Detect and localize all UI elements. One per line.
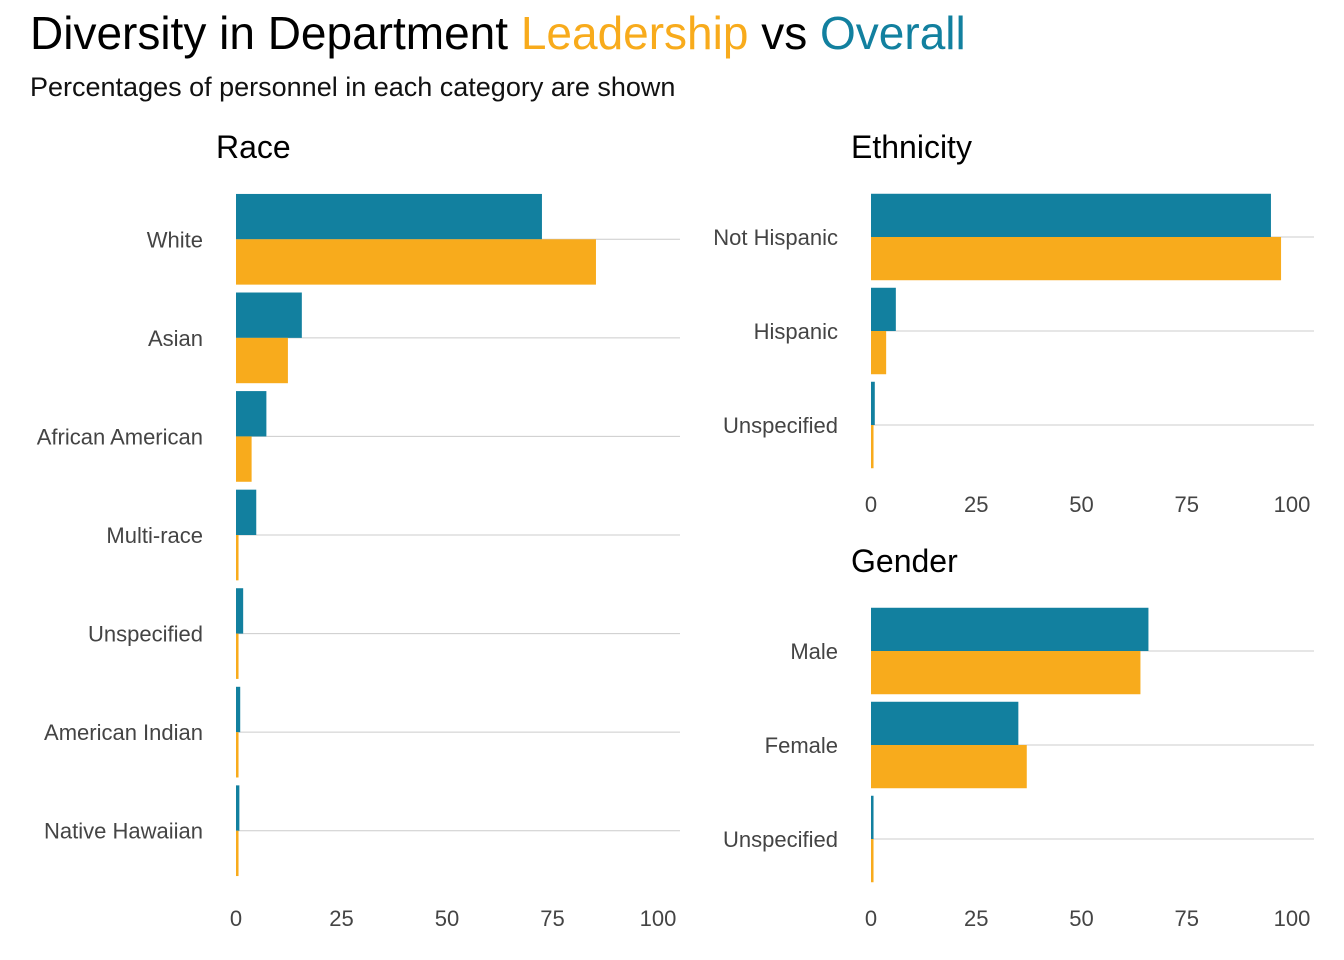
race-bar-leadership <box>236 732 239 778</box>
gender-category-label: Unspecified <box>723 827 838 852</box>
ethnicity-x-tick-label: 100 <box>1274 492 1311 517</box>
chart-title: Diversity in Department Leadership vs Ov… <box>30 6 966 60</box>
race-bar-overall <box>236 588 244 634</box>
race-x-tick-label: 50 <box>435 906 459 931</box>
gender-bar-leadership <box>871 651 1141 695</box>
title-overall: Overall <box>820 7 966 59</box>
ethnicity-bar-leadership <box>871 425 874 469</box>
ethnicity-bar-overall <box>871 381 875 425</box>
race-bar-leadership <box>236 830 239 877</box>
chart-subtitle: Percentages of personnel in each categor… <box>30 72 676 102</box>
ethnicity-panel-title: Ethnicity <box>851 129 972 165</box>
race-bar-overall <box>236 785 240 831</box>
gender-x-tick-label: 75 <box>1175 906 1199 931</box>
gender-x-tick-label: 100 <box>1274 906 1311 931</box>
race-category-label: Native Hawaiian <box>44 819 203 844</box>
race-bar-overall <box>236 391 267 437</box>
race-bar-overall <box>236 193 542 240</box>
race-panel-title: Race <box>216 129 291 165</box>
ethnicity-x-tick-label: 0 <box>865 492 877 517</box>
race-bar-leadership <box>236 337 288 384</box>
race-category-label: African American <box>37 424 203 449</box>
title-middle: vs <box>748 7 821 59</box>
gender-x-tick-label: 0 <box>865 906 877 931</box>
race-x-tick-label: 25 <box>329 906 353 931</box>
race-bar-leadership <box>236 239 596 285</box>
ethnicity-bar-overall <box>871 287 896 331</box>
gender-bar-overall <box>871 795 874 839</box>
race-bar-overall <box>236 686 241 733</box>
ethnicity-category-label: Unspecified <box>723 413 838 438</box>
gender-bar-leadership <box>871 745 1027 789</box>
ethnicity-category-label: Hispanic <box>754 319 838 344</box>
ethnicity-bar-leadership <box>871 331 887 375</box>
gender-bar-overall <box>871 607 1149 651</box>
gender-category-label: Female <box>765 733 838 758</box>
title-prefix: Diversity in Department <box>30 7 521 59</box>
ethnicity-bar-overall <box>871 193 1271 237</box>
race-category-label: Multi-race <box>106 523 203 548</box>
race-category-label: American Indian <box>44 720 203 745</box>
race-bar-leadership <box>236 535 239 581</box>
race-category-label: Unspecified <box>88 622 203 647</box>
race-bar-leadership <box>236 436 252 482</box>
race-category-label: Asian <box>148 326 203 351</box>
ethnicity-x-tick-label: 75 <box>1175 492 1199 517</box>
race-bar-overall <box>236 292 302 338</box>
race-category-label: White <box>147 227 203 252</box>
race-bar-leadership <box>236 633 239 679</box>
race-x-tick-label: 0 <box>230 906 242 931</box>
race-bar-overall <box>236 489 257 535</box>
gender-category-label: Male <box>790 639 838 664</box>
gender-x-tick-label: 25 <box>964 906 988 931</box>
ethnicity-x-tick-label: 50 <box>1069 492 1093 517</box>
gender-bar-leadership <box>871 839 874 883</box>
gender-panel-title: Gender <box>851 543 958 579</box>
ethnicity-category-label: Not Hispanic <box>713 225 838 250</box>
title-leadership: Leadership <box>520 7 749 59</box>
gender-x-tick-label: 50 <box>1069 906 1093 931</box>
race-x-tick-label: 100 <box>640 906 677 931</box>
race-x-tick-label: 75 <box>540 906 564 931</box>
ethnicity-x-tick-label: 25 <box>964 492 988 517</box>
gender-bar-overall <box>871 701 1019 745</box>
ethnicity-bar-leadership <box>871 237 1282 281</box>
